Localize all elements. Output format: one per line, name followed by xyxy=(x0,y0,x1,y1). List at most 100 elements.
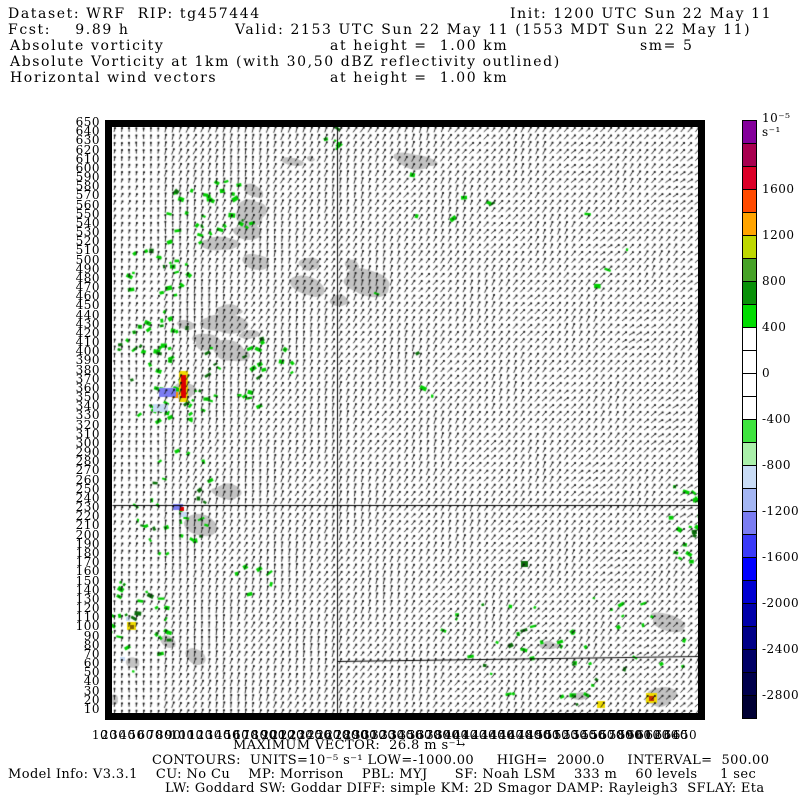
y-axis-tick-label: 70 xyxy=(83,646,100,661)
y-axis-tick-label: 60 xyxy=(83,656,100,671)
x-axis-tick-label: 500 xyxy=(535,728,561,742)
y-axis-tick-label: 270 xyxy=(75,463,100,478)
y-axis-tick-label: 610 xyxy=(75,151,100,166)
x-axis-tick-label: 540 xyxy=(572,728,597,742)
y-axis-tick-label: 520 xyxy=(75,234,100,249)
x-axis-tick-label: 380 xyxy=(425,728,451,742)
y-axis-tick-label: 620 xyxy=(75,142,100,157)
x-axis-tick-label: 630 xyxy=(654,728,679,742)
colorbar-tick-label: -1200 xyxy=(762,504,800,518)
x-axis-tick-label: 250 xyxy=(307,728,332,742)
y-axis-tick-label: 320 xyxy=(75,417,100,432)
x-axis-tick-label: 440 xyxy=(480,728,506,742)
field2-height-label: at height = 1.00 km xyxy=(330,70,509,86)
y-axis-tick-label: 490 xyxy=(75,261,100,276)
x-axis-tick-label: 640 xyxy=(663,728,689,742)
x-axis-tick-label: 300 xyxy=(352,728,378,742)
x-axis-tick-label: 370 xyxy=(416,728,442,742)
y-axis-tick-label: 600 xyxy=(75,160,100,175)
y-axis-tick-label: 500 xyxy=(75,252,100,267)
y-axis-tick-label: 630 xyxy=(75,133,100,148)
x-axis-tick-label: 270 xyxy=(325,728,350,742)
x-axis-tick-label: 340 xyxy=(389,728,414,742)
x-axis-tick-label: 600 xyxy=(627,728,652,742)
colorbar-block xyxy=(742,419,757,443)
colorbar-tick-label: 0 xyxy=(762,366,771,380)
y-axis-tick-label: 170 xyxy=(75,555,100,570)
x-axis-tick-label: 220 xyxy=(279,728,305,742)
colorbar-block xyxy=(742,143,757,167)
colorbar-block xyxy=(742,373,757,397)
y-axis-tick-label: 280 xyxy=(75,454,100,469)
x-axis-tick-label: 470 xyxy=(508,728,533,742)
colorbar-block xyxy=(742,350,757,374)
y-axis-tick-label: 450 xyxy=(75,298,100,313)
colorbar-block xyxy=(742,442,757,466)
colorbar-block xyxy=(742,212,757,236)
y-axis-tick-label: 340 xyxy=(75,399,100,414)
colorbar-tick-label: -400 xyxy=(762,412,791,426)
y-axis-tick-label: 650 xyxy=(75,115,100,129)
x-axis-tick-label: 190 xyxy=(252,728,277,742)
colorbar-tick-label: -2000 xyxy=(762,596,800,610)
y-axis-tick-label: 430 xyxy=(75,316,100,331)
colorbar-tick-label: 1600 xyxy=(762,182,795,196)
y-axis-tick-label: 540 xyxy=(75,215,100,230)
colorbar-block xyxy=(742,488,757,512)
colorbar-unit-label: 10⁻⁵ s⁻¹ xyxy=(762,111,791,139)
colorbar-tick-label: 1200 xyxy=(762,228,795,242)
y-axis-tick-label: 400 xyxy=(75,344,100,359)
x-axis-tick-label: 460 xyxy=(499,728,524,742)
y-axis-tick-label: 250 xyxy=(75,481,100,496)
x-axis-tick-label: 60 xyxy=(137,728,154,742)
y-axis-tick-label: 290 xyxy=(75,445,100,460)
field2-label: Horizontal wind vectors xyxy=(10,70,218,86)
x-axis-tick-label: 400 xyxy=(444,728,469,742)
x-axis-tick-label: 70 xyxy=(146,728,163,742)
y-axis-tick-label: 410 xyxy=(75,335,100,350)
colorbar-block xyxy=(742,580,757,604)
x-axis-tick-label: 390 xyxy=(435,728,460,742)
x-axis-tick-label: 240 xyxy=(298,728,323,742)
colorbar-block xyxy=(742,695,757,719)
colorbar-block xyxy=(742,120,757,144)
x-axis-tick-label: 30 xyxy=(110,728,127,742)
x-axis-tick-label: 20 xyxy=(100,728,118,742)
colorbar-block xyxy=(742,235,757,259)
colorbar-tick-label: -2800 xyxy=(762,688,800,702)
y-axis-tick-label: 360 xyxy=(75,380,100,395)
y-axis-tick-label: 580 xyxy=(75,179,100,194)
y-axis-tick-label: 260 xyxy=(75,472,100,487)
x-axis-tick-label: 40 xyxy=(119,728,136,742)
x-axis-tick-label: 120 xyxy=(188,728,213,742)
x-axis-tick-label: 330 xyxy=(380,728,405,742)
x-axis-tick-label: 650 xyxy=(672,728,698,742)
x-axis-tick-label: 480 xyxy=(517,728,542,742)
y-axis-tick-label: 200 xyxy=(75,527,100,542)
x-axis-tick-label: 590 xyxy=(617,728,643,742)
y-axis-tick-label: 10 xyxy=(83,701,100,716)
init-time-label: Init: 1200 UTC Sun 22 May 11 xyxy=(510,6,773,22)
x-axis-tick-label: 170 xyxy=(234,728,259,742)
y-axis-tick-label: 230 xyxy=(75,500,100,515)
colorbar-block xyxy=(742,189,757,213)
y-axis-tick-label: 590 xyxy=(75,170,100,185)
colorbar-block xyxy=(742,396,757,420)
colorbar-block xyxy=(742,258,757,282)
y-axis-tick-label: 210 xyxy=(75,518,100,533)
x-axis-tick-label: 150 xyxy=(215,728,241,742)
colorbar-tick-label: 400 xyxy=(762,320,787,334)
colorbar-block xyxy=(742,166,757,190)
x-axis-tick-label: 140 xyxy=(206,728,232,742)
x-axis-tick-label: 130 xyxy=(197,728,222,742)
y-axis-tick-label: 370 xyxy=(75,371,100,386)
y-axis-tick-label: 50 xyxy=(83,665,100,680)
valid-time-label: Valid: 2153 UTC Sun 22 May 11 (1553 MDT … xyxy=(235,22,752,38)
x-axis-tick-label: 350 xyxy=(398,728,423,742)
y-axis-tick-label: 470 xyxy=(75,280,100,295)
colorbar-block xyxy=(742,603,757,627)
plot-frame xyxy=(105,120,705,720)
y-axis-tick-label: 510 xyxy=(75,243,100,258)
y-axis-tick-label: 310 xyxy=(75,426,100,441)
